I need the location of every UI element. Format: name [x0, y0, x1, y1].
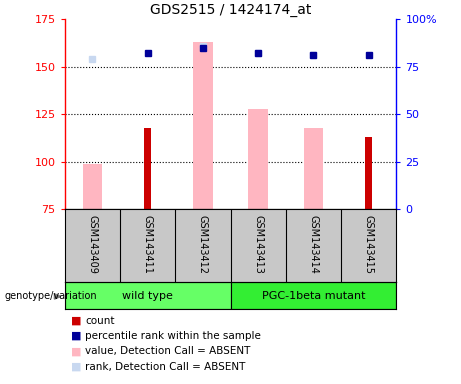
Polygon shape: [54, 294, 61, 299]
Text: GSM143409: GSM143409: [87, 215, 97, 274]
Text: GSM143413: GSM143413: [253, 215, 263, 274]
Bar: [366, 137, 372, 209]
Text: GSM143411: GSM143411: [142, 215, 153, 274]
Text: GSM143414: GSM143414: [308, 215, 319, 274]
Text: ■: ■: [71, 346, 82, 356]
Bar: [304, 127, 323, 209]
Text: GSM143415: GSM143415: [364, 215, 374, 274]
Text: value, Detection Call = ABSENT: value, Detection Call = ABSENT: [85, 346, 251, 356]
Title: GDS2515 / 1424174_at: GDS2515 / 1424174_at: [150, 3, 311, 17]
Bar: [230, 282, 396, 309]
Bar: [144, 127, 151, 209]
Text: ■: ■: [71, 331, 82, 341]
Text: PGC-1beta mutant: PGC-1beta mutant: [262, 291, 365, 301]
Text: rank, Detection Call = ABSENT: rank, Detection Call = ABSENT: [85, 362, 246, 372]
Bar: [83, 164, 102, 209]
Bar: [248, 109, 268, 209]
Bar: [193, 42, 213, 209]
Text: wild type: wild type: [122, 291, 173, 301]
Text: percentile rank within the sample: percentile rank within the sample: [85, 331, 261, 341]
Text: genotype/variation: genotype/variation: [5, 291, 97, 301]
Bar: [65, 282, 230, 309]
Text: ■: ■: [71, 316, 82, 326]
Text: ■: ■: [71, 362, 82, 372]
Text: GSM143412: GSM143412: [198, 215, 208, 274]
Text: count: count: [85, 316, 115, 326]
